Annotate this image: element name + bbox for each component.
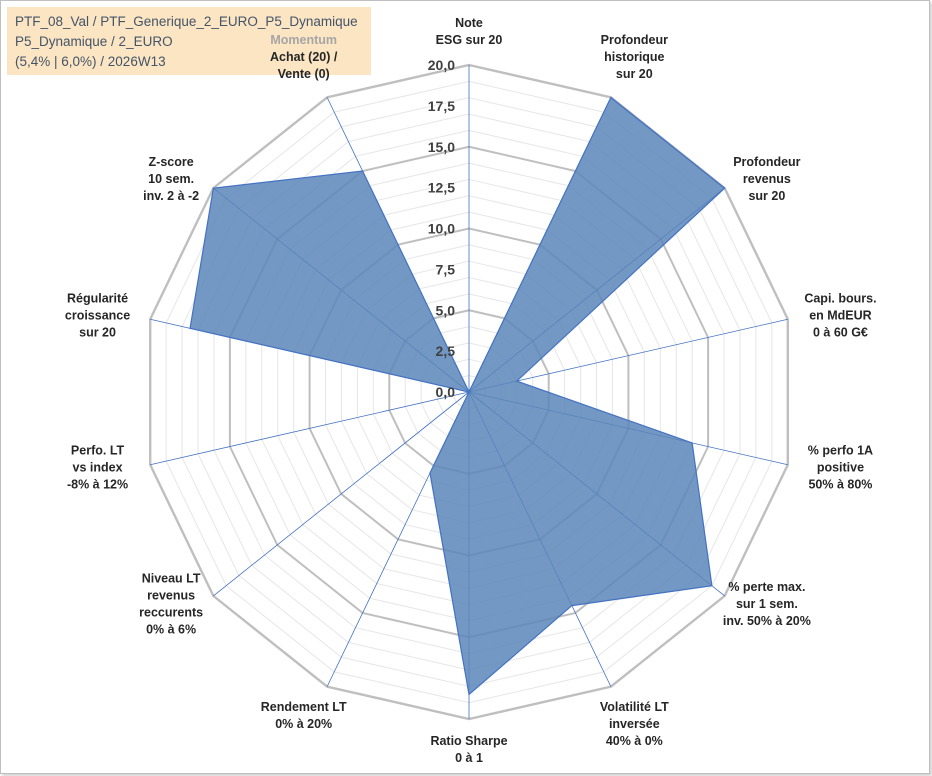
- axis-label-line: -8% à 12%: [67, 477, 128, 491]
- tick-label: 12,5: [428, 180, 455, 196]
- axis-label-line: vs index: [73, 460, 123, 474]
- axis-label: Capi. bours. en MdEUR 0 à 60 G€: [804, 292, 876, 340]
- title-line-2: P5_Dynamique / 2_EURO: [15, 34, 173, 49]
- tick-label: 0,0: [436, 384, 456, 400]
- axis-label-line: Vente (0): [278, 67, 330, 81]
- axis-label-line: 0 à 60 G€: [813, 326, 868, 340]
- axis-label-line: inversée: [609, 717, 660, 731]
- axis-label-line: 0% à 20%: [275, 717, 332, 731]
- axis-label-line: 0 à 1: [455, 751, 483, 765]
- axis-label-line: sur 20: [616, 67, 653, 81]
- axis-label-line: Profondeur: [601, 33, 668, 47]
- axis-label: Rendement LT 0% à 20%: [261, 700, 347, 731]
- title-line-3: (5,4% | 6,0%) / 2026W13: [15, 54, 166, 69]
- axis-label-line: Rendement LT: [261, 700, 347, 714]
- axis-label-line: Momentum: [270, 33, 337, 47]
- axis-label-line: revenus: [147, 589, 195, 603]
- axis-label-line: positive: [817, 460, 864, 474]
- axis-label-line: croissance: [65, 309, 130, 323]
- tick-label: 5,0: [436, 302, 456, 318]
- axis-label-line: 10 sem.: [148, 172, 194, 186]
- axis-label-line: 0% à 6%: [146, 623, 196, 637]
- axis-label-line: inv. 2 à -2: [143, 189, 199, 203]
- axis-spoke: [150, 391, 470, 466]
- axis-label: Z-score 10 sem. inv. 2 à -2: [143, 155, 199, 203]
- axis-label-line: en MdEUR: [809, 309, 872, 323]
- axis-label-line: inv. 50% à 20%: [723, 614, 811, 628]
- axis-label: Note ESG sur 20: [436, 16, 503, 47]
- axis-label-line: revenus: [743, 172, 791, 186]
- axis-label-line: Régularité: [67, 292, 128, 306]
- axis-label: Profondeur historique sur 20: [601, 33, 668, 81]
- axis-label: Profondeur revenus sur 20: [733, 155, 800, 203]
- axis-label-line: % perfo 1A: [808, 443, 873, 457]
- axis-spoke: [213, 391, 470, 597]
- axis-label: Volatilité LT inversée 40% à 0%: [600, 700, 669, 748]
- axis-label-line: Z-score: [149, 155, 194, 169]
- axis-label-line: Profondeur: [733, 155, 800, 169]
- axis-label-line: % perte max.: [728, 580, 805, 594]
- chart-title-box: PTF_08_Val / PTF_Generique_2_EURO_P5_Dyn…: [7, 7, 371, 75]
- tick-label: 10,0: [428, 221, 455, 237]
- axis-label-line: Achat (20) /: [270, 50, 338, 64]
- axis-label-line: historique: [604, 50, 664, 64]
- series-area: [189, 96, 726, 696]
- tick-label: 15,0: [428, 139, 455, 155]
- axis-label-line: reccurents: [139, 606, 203, 620]
- axis-spoke: [468, 318, 788, 393]
- axis-label-line: sur 20: [748, 189, 785, 203]
- axis-label-line: Ratio Sharpe: [430, 734, 507, 748]
- axis-label-line: ESG sur 20: [436, 33, 503, 47]
- axis-label-line: Volatilité LT: [600, 700, 669, 714]
- axis-label-line: 40% à 0%: [606, 734, 663, 748]
- radar-series: [189, 96, 726, 696]
- tick-label: 7,5: [436, 261, 456, 277]
- axis-label: Perfo. LT vs index -8% à 12%: [67, 443, 128, 491]
- axis-label: % perfo 1A positive 50% à 80%: [808, 443, 873, 491]
- tick-label: 20,0: [428, 57, 455, 73]
- tick-label: 17,5: [428, 98, 455, 114]
- axis-label: Ratio Sharpe 0 à 1: [430, 734, 507, 765]
- radial-tick-labels: 0,0 2,5 5,0 7,5 10,0 12,5 15,0 17,5 20,0: [428, 57, 455, 400]
- axis-label: Momentum Achat (20) / Vente (0): [270, 33, 338, 81]
- tick-label: 2,5: [436, 343, 456, 359]
- axis-label: % perte max. sur 1 sem. inv. 50% à 20%: [723, 580, 811, 628]
- axis-label-line: Niveau LT: [142, 572, 201, 586]
- axis-label-line: Note: [455, 16, 483, 30]
- category-labels: Note ESG sur 20 Profondeur historique sur 20…: [65, 16, 877, 765]
- title-line-1: PTF_08_Val / PTF_Generique_2_EURO_P5_Dyn…: [15, 14, 358, 29]
- axis-label-line: 50% à 80%: [808, 477, 872, 491]
- axis-label-line: sur 1 sem.: [736, 597, 798, 611]
- axis-label: Régularité croissance sur 20: [65, 292, 130, 340]
- axis-label-line: Capi. bours.: [804, 292, 876, 306]
- axis-label-line: sur 20: [79, 326, 116, 340]
- axis-label: Niveau LT revenus reccurents 0% à 6%: [139, 572, 203, 637]
- axis-label-line: Perfo. LT: [71, 443, 125, 457]
